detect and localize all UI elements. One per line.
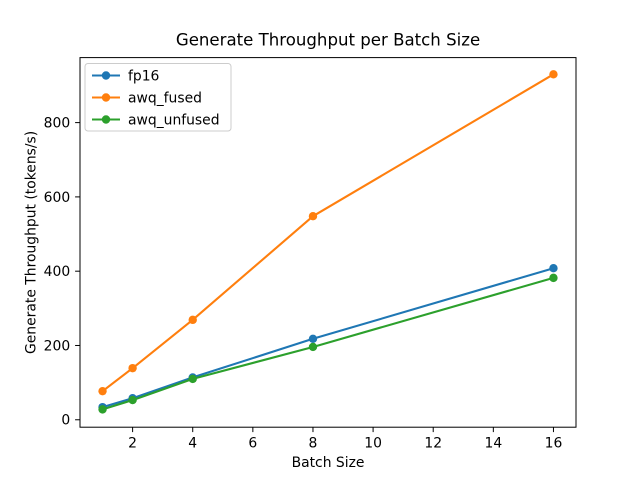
x-tick-label: 14: [484, 435, 502, 451]
data-point-awq_fused: [308, 212, 318, 221]
chart-title: Generate Throughput per Batch Size: [176, 31, 480, 50]
data-point-awq_fused: [98, 386, 107, 396]
x-tick-label: 6: [248, 435, 257, 451]
axes-frame: [79, 57, 577, 428]
x-tick-label: 4: [188, 435, 197, 451]
legend-marker-awq_unfused: [101, 115, 111, 124]
legend-label-awq_unfused: awq_unfused: [128, 112, 220, 128]
legend-marker-fp16: [101, 71, 111, 80]
ticks-layer: 2 4 6 8 10 12 14 16 0 200 400 600 800: [44, 116, 563, 452]
data-point-awq_unfused: [98, 405, 107, 414]
y-axis-label: Generate Throughput (tokens/s): [24, 131, 40, 354]
series-line-awq_unfused: [101, 276, 555, 411]
legend-label-awq_fused: awq_fused: [128, 90, 202, 106]
data-point-awq_unfused: [128, 395, 137, 405]
data-point-awq_fused: [549, 70, 558, 79]
data-point-awq_unfused: [549, 273, 558, 283]
legend: fp16 awq_fused awq_unfused: [84, 63, 232, 132]
series-layer: [98, 70, 558, 414]
data-point-awq_fused: [188, 315, 197, 325]
x-tick-label: 10: [364, 435, 382, 451]
x-tick-label: 8: [309, 435, 318, 451]
x-tick-label: 12: [424, 435, 442, 451]
x-tick-label: 2: [128, 435, 137, 451]
legend-marker-awq_fused: [101, 93, 111, 102]
data-point-fp16: [308, 334, 318, 343]
legend-frame: [84, 63, 232, 132]
data-point-fp16: [549, 264, 558, 273]
x-axis-label: Batch Size: [292, 455, 365, 471]
data-point-awq_unfused: [308, 342, 318, 352]
legend-label-fp16: fp16: [128, 68, 159, 84]
data-point-awq_fused: [128, 363, 137, 373]
data-point-awq_unfused: [188, 374, 197, 384]
y-tick-label: 400: [44, 264, 71, 280]
y-tick-label: 0: [61, 413, 70, 429]
y-tick-label: 800: [44, 116, 71, 132]
y-tick-label: 200: [44, 338, 71, 354]
x-tick-label: 16: [545, 435, 563, 451]
y-tick-label: 600: [44, 190, 71, 206]
